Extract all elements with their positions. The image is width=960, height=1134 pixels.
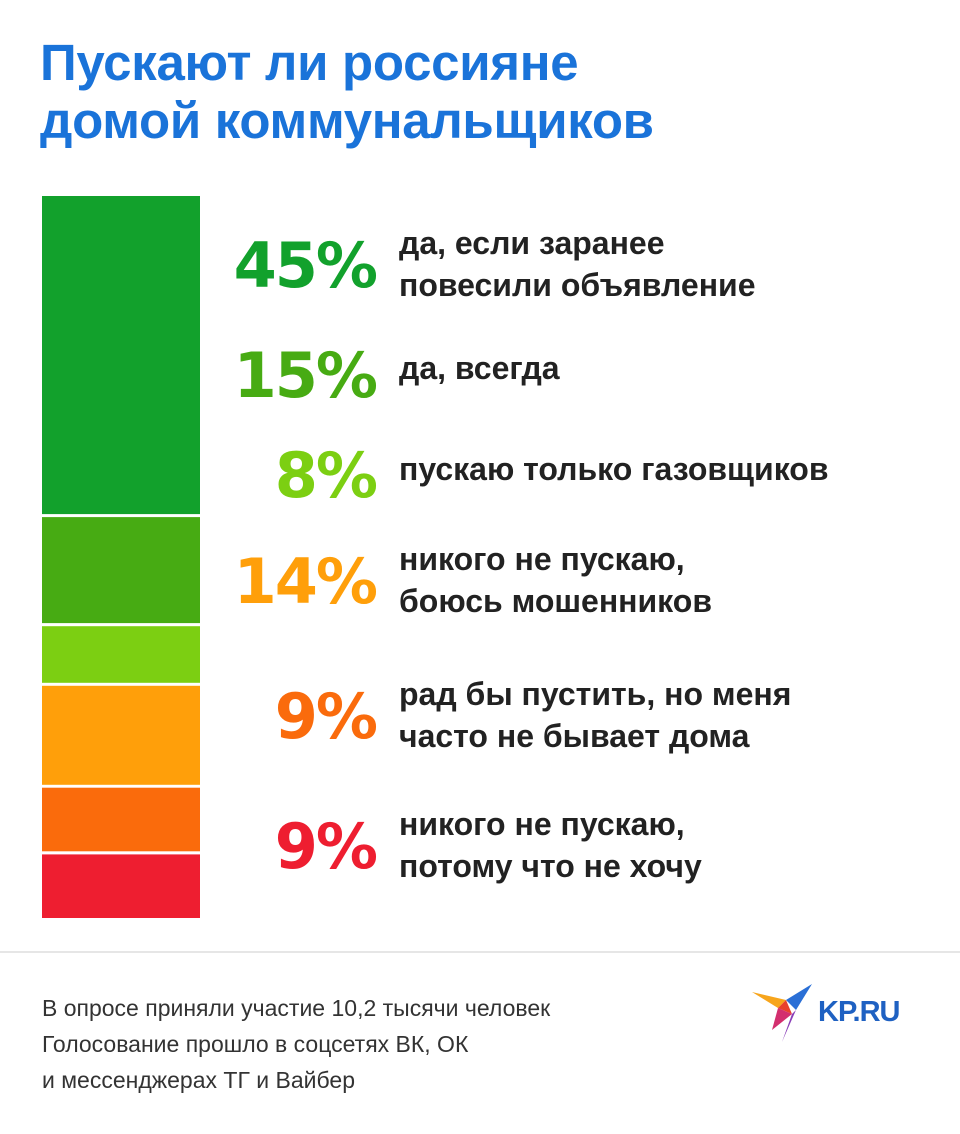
percent-label: 15% <box>233 339 378 412</box>
title-line-1: Пускают ли россияне <box>40 34 579 91</box>
answer-line: повесили объявление <box>399 267 756 303</box>
footnote-line: и мессенджерах ТГ и Вайбер <box>42 1067 356 1093</box>
logo-text: KP.RU <box>818 996 900 1028</box>
kp-logo[interactable]: KP.RU <box>752 984 932 1044</box>
answer-line: часто не бывает дома <box>399 718 750 754</box>
answer-label: да, всегда <box>399 347 939 389</box>
answer-line: да, если заранее <box>399 225 665 261</box>
bar-segment <box>42 517 200 624</box>
answer-label: да, если заранее повесили объявление <box>399 222 939 306</box>
bar-segment <box>42 787 200 852</box>
percent-label: 9% <box>274 680 378 753</box>
answer-line: потому что не хочу <box>399 848 702 884</box>
percent-label: 8% <box>274 439 378 512</box>
divider <box>0 951 960 953</box>
footnote-line: В опросе приняли участие 10,2 тысячи чел… <box>42 995 551 1021</box>
answer-label: никого не пускаю, боюсь мошенников <box>399 538 939 622</box>
bar-segment <box>42 196 200 515</box>
answer-label: пускаю только газовщиков <box>399 448 939 490</box>
answer-line: да, всегда <box>399 350 560 386</box>
answer-label: никого не пускаю, потому что не хочу <box>399 803 939 887</box>
footnote-line: Голосование прошло в соцсетях ВК, ОК <box>42 1031 469 1057</box>
answer-line: никого не пускаю, <box>399 541 685 577</box>
percent-label: 9% <box>274 810 378 883</box>
answer-line: пускаю только газовщиков <box>399 451 829 487</box>
answer-label: рад бы пустить, но меня часто не бывает … <box>399 673 939 757</box>
percent-label: 45% <box>233 229 378 302</box>
bird-icon <box>752 984 812 1042</box>
title-line-2: домой коммунальщиков <box>40 92 654 149</box>
bar-segment <box>42 854 200 918</box>
bar-segment <box>42 685 200 785</box>
stacked-bar-chart <box>42 196 200 918</box>
answer-line: рад бы пустить, но меня <box>399 676 792 712</box>
page-title: Пускают ли россияне домой коммунальщиков <box>40 34 940 150</box>
bar-segment <box>42 626 200 683</box>
footnote: В опросе приняли участие 10,2 тысячи чел… <box>42 990 550 1098</box>
answer-line: боюсь мошенников <box>399 583 712 619</box>
answer-line: никого не пускаю, <box>399 806 685 842</box>
percent-label: 14% <box>233 545 378 618</box>
